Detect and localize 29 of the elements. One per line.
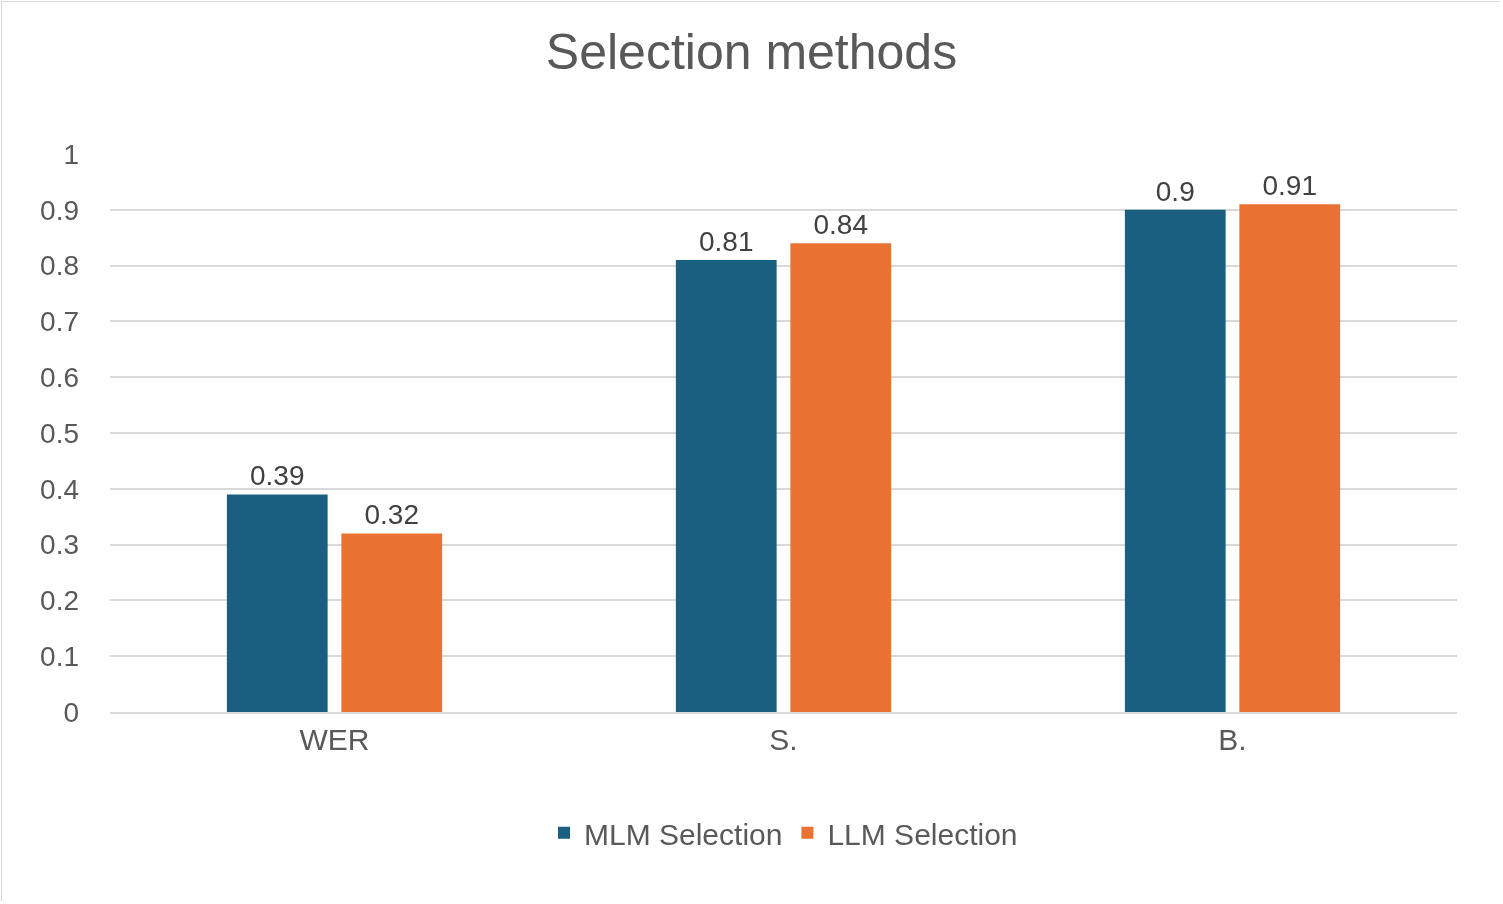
- y-tick-label: 0.7: [40, 306, 79, 338]
- y-tick-label: 0.4: [40, 473, 79, 505]
- y-tick-label: 0.9: [40, 194, 79, 226]
- chart-title: Selection methods: [545, 23, 958, 80]
- x-tick-label: S.: [769, 723, 798, 756]
- bar: [675, 260, 777, 712]
- bar: [790, 243, 892, 712]
- data-label: 0.39: [250, 460, 305, 492]
- x-tick-label: WER: [299, 723, 370, 756]
- bar: [341, 533, 443, 712]
- data-label: 0.91: [1262, 170, 1317, 202]
- bar: [1239, 204, 1341, 712]
- data-label: 0.81: [699, 226, 754, 258]
- bar: [226, 494, 328, 712]
- legend-label: LLM Selection: [827, 817, 1018, 851]
- y-tick-label: 0.8: [40, 250, 79, 282]
- bar: [1124, 209, 1226, 712]
- data-label: 0.32: [364, 499, 419, 531]
- data-label: 0.9: [1155, 175, 1195, 207]
- data-label: 0.84: [813, 209, 868, 241]
- legend-label: MLM Selection: [584, 817, 783, 851]
- y-tick-label: 0.3: [40, 529, 79, 561]
- y-tick-label: 0.2: [40, 585, 79, 617]
- y-tick-label: 0.1: [40, 641, 79, 672]
- y-tick-label: 0: [63, 696, 79, 728]
- x-tick-label: B.: [1218, 723, 1247, 756]
- y-tick-label: 0.5: [40, 417, 79, 449]
- y-tick-label: 1: [63, 138, 79, 170]
- y-tick-label: 0.6: [40, 362, 79, 393]
